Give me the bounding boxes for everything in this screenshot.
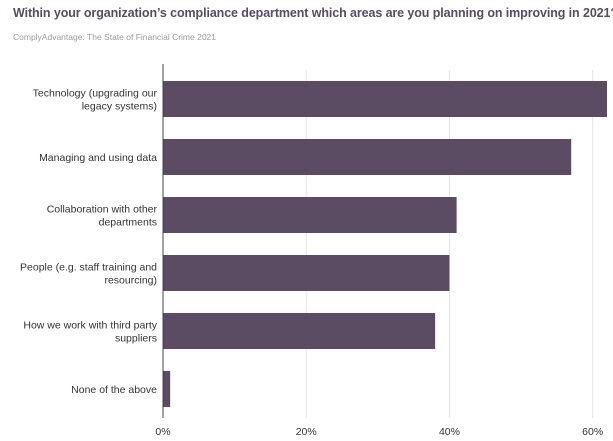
category-label: None of the above — [71, 384, 157, 396]
category-label-line: resourcing) — [104, 275, 157, 287]
x-tick-label: 40% — [439, 426, 460, 438]
bar — [163, 313, 436, 349]
category-label: People (e.g. staff training and resourcin… — [20, 262, 157, 287]
bar — [163, 81, 607, 117]
category-label-line: Collaboration with other — [47, 204, 158, 216]
category-label: Technology (upgrading our legacy systems) — [33, 88, 158, 113]
category-label-line: departments — [99, 217, 157, 229]
category-label-line: legacy systems) — [82, 101, 157, 113]
bar — [163, 255, 450, 291]
category-label: Managing and using data — [39, 152, 157, 164]
category-label-line: People (e.g. staff training and — [20, 262, 157, 274]
bar — [163, 197, 457, 233]
category-label-line: suppliers — [115, 333, 157, 345]
chart-source: ComplyAdvantage: The State of Financial … — [13, 32, 217, 42]
bar — [163, 371, 171, 407]
category-label-line: Managing and using data — [39, 152, 157, 164]
x-tick-label: 20% — [296, 426, 317, 438]
category-label: Collaboration with other departments — [47, 204, 158, 229]
category-label-line: None of the above — [71, 384, 157, 396]
x-tick-label: 0% — [155, 426, 170, 438]
x-tick-label: 60% — [582, 426, 603, 438]
category-label: How we work with third party suppliers — [23, 320, 157, 345]
chart-title: Within your organization’s compliance de… — [13, 6, 613, 20]
category-label-line: Technology (upgrading our — [33, 88, 158, 100]
category-label-line: How we work with third party — [23, 320, 157, 332]
bar — [163, 139, 572, 175]
